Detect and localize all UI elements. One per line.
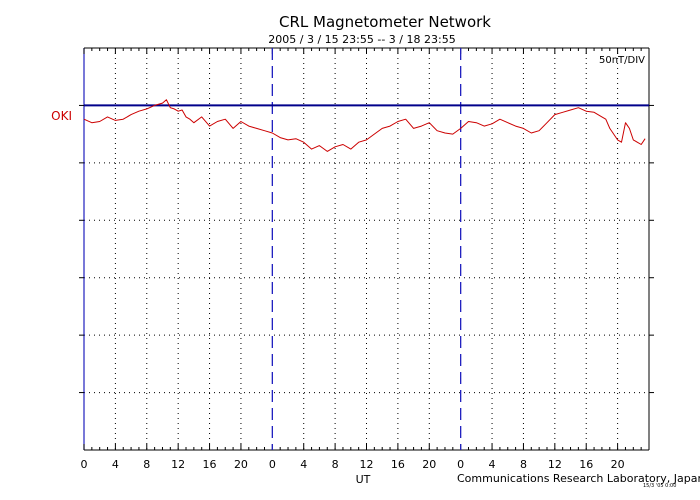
x-tick-label: 20 bbox=[611, 458, 625, 471]
x-tick-label: 12 bbox=[548, 458, 562, 471]
x-tick-label: 16 bbox=[579, 458, 593, 471]
trace-layer bbox=[83, 99, 649, 152]
credit-text: Communications Research Laboratory, Japa… bbox=[457, 472, 700, 485]
day-boundary-lines bbox=[271, 48, 462, 450]
x-tick-label: 4 bbox=[112, 458, 119, 471]
chart-title: CRL Magnetometer Network bbox=[279, 13, 491, 31]
x-tick-label: 4 bbox=[300, 458, 307, 471]
x-tick-label: 20 bbox=[234, 458, 248, 471]
grid-lines bbox=[84, 48, 649, 450]
x-tick-label: 12 bbox=[171, 458, 185, 471]
station-label-oki: OKI bbox=[51, 109, 72, 123]
x-tick-label: 20 bbox=[422, 458, 436, 471]
x-tick-label: 0 bbox=[457, 458, 464, 471]
x-tick-label: 0 bbox=[81, 458, 88, 471]
x-tick-label: 16 bbox=[391, 458, 405, 471]
x-tick-label: 4 bbox=[489, 458, 496, 471]
x-axis-label: UT bbox=[356, 473, 371, 486]
axis-ticks bbox=[79, 48, 654, 450]
x-tick-label: 8 bbox=[520, 458, 527, 471]
timestamp-stamp: 15/3 '05 0:00 bbox=[643, 483, 676, 489]
date-range: 2005 / 3 / 15 23:55 -- 3 / 18 23:55 bbox=[268, 33, 455, 46]
x-tick-label: 8 bbox=[332, 458, 339, 471]
x-tick-label: 16 bbox=[203, 458, 217, 471]
x-tick-label: 12 bbox=[360, 458, 374, 471]
oki-trace bbox=[83, 99, 646, 152]
x-tick-label: 8 bbox=[143, 458, 150, 471]
scale-label: 50nT/DIV bbox=[599, 55, 645, 66]
x-tick-label: 0 bbox=[269, 458, 276, 471]
x-tick-labels: 0 4 8 12 16 20 0 4 8 12 16 20 0 4 8 12 16 20 bbox=[81, 458, 625, 471]
